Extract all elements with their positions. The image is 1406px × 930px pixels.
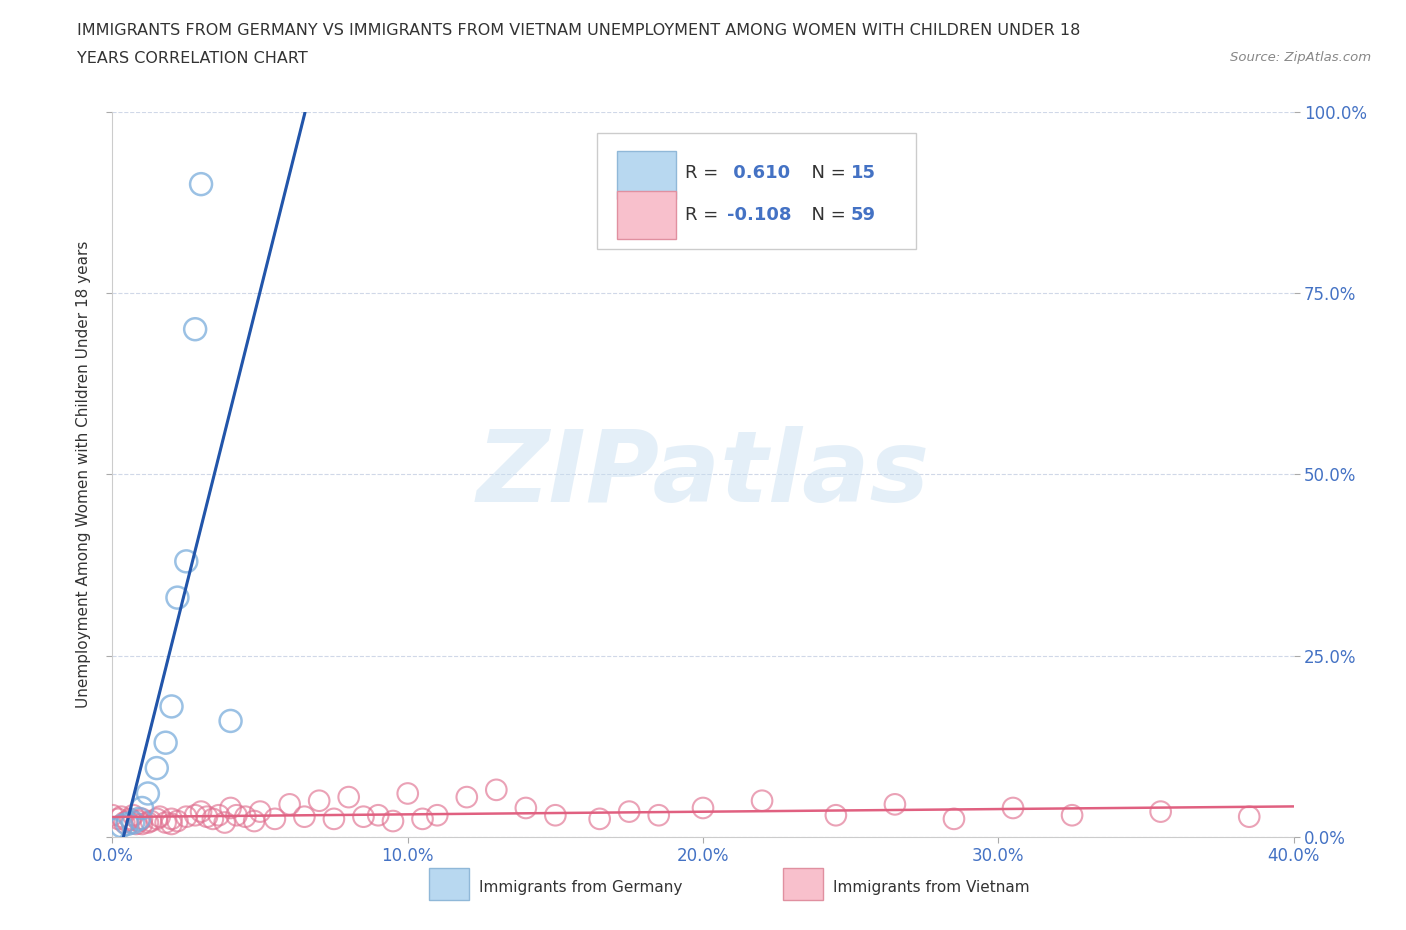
Point xyxy=(225,808,247,823)
Point xyxy=(160,811,183,827)
Point xyxy=(174,554,197,569)
Point xyxy=(942,811,965,827)
Point xyxy=(208,808,231,823)
Text: 0.610: 0.610 xyxy=(727,165,790,182)
Point xyxy=(139,814,162,829)
Point xyxy=(411,811,433,827)
Text: ZIPatlas: ZIPatlas xyxy=(477,426,929,523)
Point xyxy=(352,809,374,824)
Point xyxy=(131,811,153,827)
Point xyxy=(367,808,389,823)
Text: R =: R = xyxy=(685,165,724,182)
Point xyxy=(136,786,159,801)
Point xyxy=(824,808,846,823)
Point xyxy=(219,801,242,816)
FancyBboxPatch shape xyxy=(617,192,676,239)
Point xyxy=(184,808,207,823)
Point xyxy=(337,790,360,804)
Point xyxy=(1062,808,1084,823)
Point xyxy=(131,801,153,816)
FancyBboxPatch shape xyxy=(783,869,824,900)
Point xyxy=(160,699,183,714)
Point xyxy=(515,801,537,816)
Point xyxy=(190,804,212,819)
Point xyxy=(117,817,138,831)
Point xyxy=(184,322,207,337)
Point xyxy=(122,808,145,823)
Point xyxy=(619,804,641,819)
Text: Immigrants from Germany: Immigrants from Germany xyxy=(478,881,682,896)
FancyBboxPatch shape xyxy=(617,152,676,199)
Point xyxy=(219,713,242,728)
Point xyxy=(544,808,567,823)
Point xyxy=(110,818,132,833)
Point xyxy=(647,808,671,823)
Point xyxy=(201,811,224,827)
Text: -0.108: -0.108 xyxy=(727,206,792,223)
Point xyxy=(396,786,419,801)
Point xyxy=(149,809,172,824)
Point xyxy=(426,808,449,823)
Point xyxy=(101,808,124,823)
Point xyxy=(292,809,315,824)
Point xyxy=(751,793,773,808)
Point xyxy=(195,809,218,824)
Text: IMMIGRANTS FROM GERMANY VS IMMIGRANTS FROM VIETNAM UNEMPLOYMENT AMONG WOMEN WITH: IMMIGRANTS FROM GERMANY VS IMMIGRANTS FR… xyxy=(77,23,1081,38)
Point xyxy=(249,804,271,819)
Text: N =: N = xyxy=(800,206,852,223)
Point xyxy=(101,822,124,837)
Point xyxy=(1239,809,1261,824)
Point xyxy=(160,817,183,831)
FancyBboxPatch shape xyxy=(596,133,915,249)
Point xyxy=(264,811,287,827)
Point xyxy=(122,815,145,830)
Point xyxy=(125,817,148,831)
Point xyxy=(120,811,142,827)
Point xyxy=(308,793,330,808)
Point xyxy=(1001,801,1024,816)
Point xyxy=(112,815,135,830)
Point xyxy=(323,811,346,827)
Text: 15: 15 xyxy=(851,165,876,182)
Point xyxy=(278,797,301,812)
Point xyxy=(155,815,177,830)
Y-axis label: Unemployment Among Women with Children Under 18 years: Unemployment Among Women with Children U… xyxy=(76,241,91,708)
Text: Source: ZipAtlas.com: Source: ZipAtlas.com xyxy=(1230,51,1371,64)
Point xyxy=(692,801,714,816)
Point xyxy=(146,761,169,776)
Text: Immigrants from Vietnam: Immigrants from Vietnam xyxy=(832,881,1029,896)
Point xyxy=(485,782,508,797)
Point xyxy=(884,797,907,812)
Point xyxy=(166,814,188,829)
Point xyxy=(128,814,150,829)
Point xyxy=(136,815,159,830)
Point xyxy=(128,811,150,827)
Point xyxy=(1150,804,1173,819)
Point xyxy=(146,811,169,827)
Text: 59: 59 xyxy=(851,206,876,223)
Point xyxy=(117,814,138,829)
Text: R =: R = xyxy=(685,206,724,223)
Point xyxy=(155,736,177,751)
Point xyxy=(382,814,405,829)
Point xyxy=(190,177,212,192)
Text: N =: N = xyxy=(800,165,852,182)
Point xyxy=(110,809,132,824)
Point xyxy=(131,817,153,831)
Point xyxy=(174,809,197,824)
Point xyxy=(456,790,478,804)
Point xyxy=(214,815,236,830)
Point xyxy=(107,811,129,827)
Point xyxy=(233,809,256,824)
Point xyxy=(166,591,188,605)
FancyBboxPatch shape xyxy=(429,869,470,900)
Point xyxy=(243,814,266,829)
Point xyxy=(588,811,610,827)
Text: YEARS CORRELATION CHART: YEARS CORRELATION CHART xyxy=(77,51,308,66)
